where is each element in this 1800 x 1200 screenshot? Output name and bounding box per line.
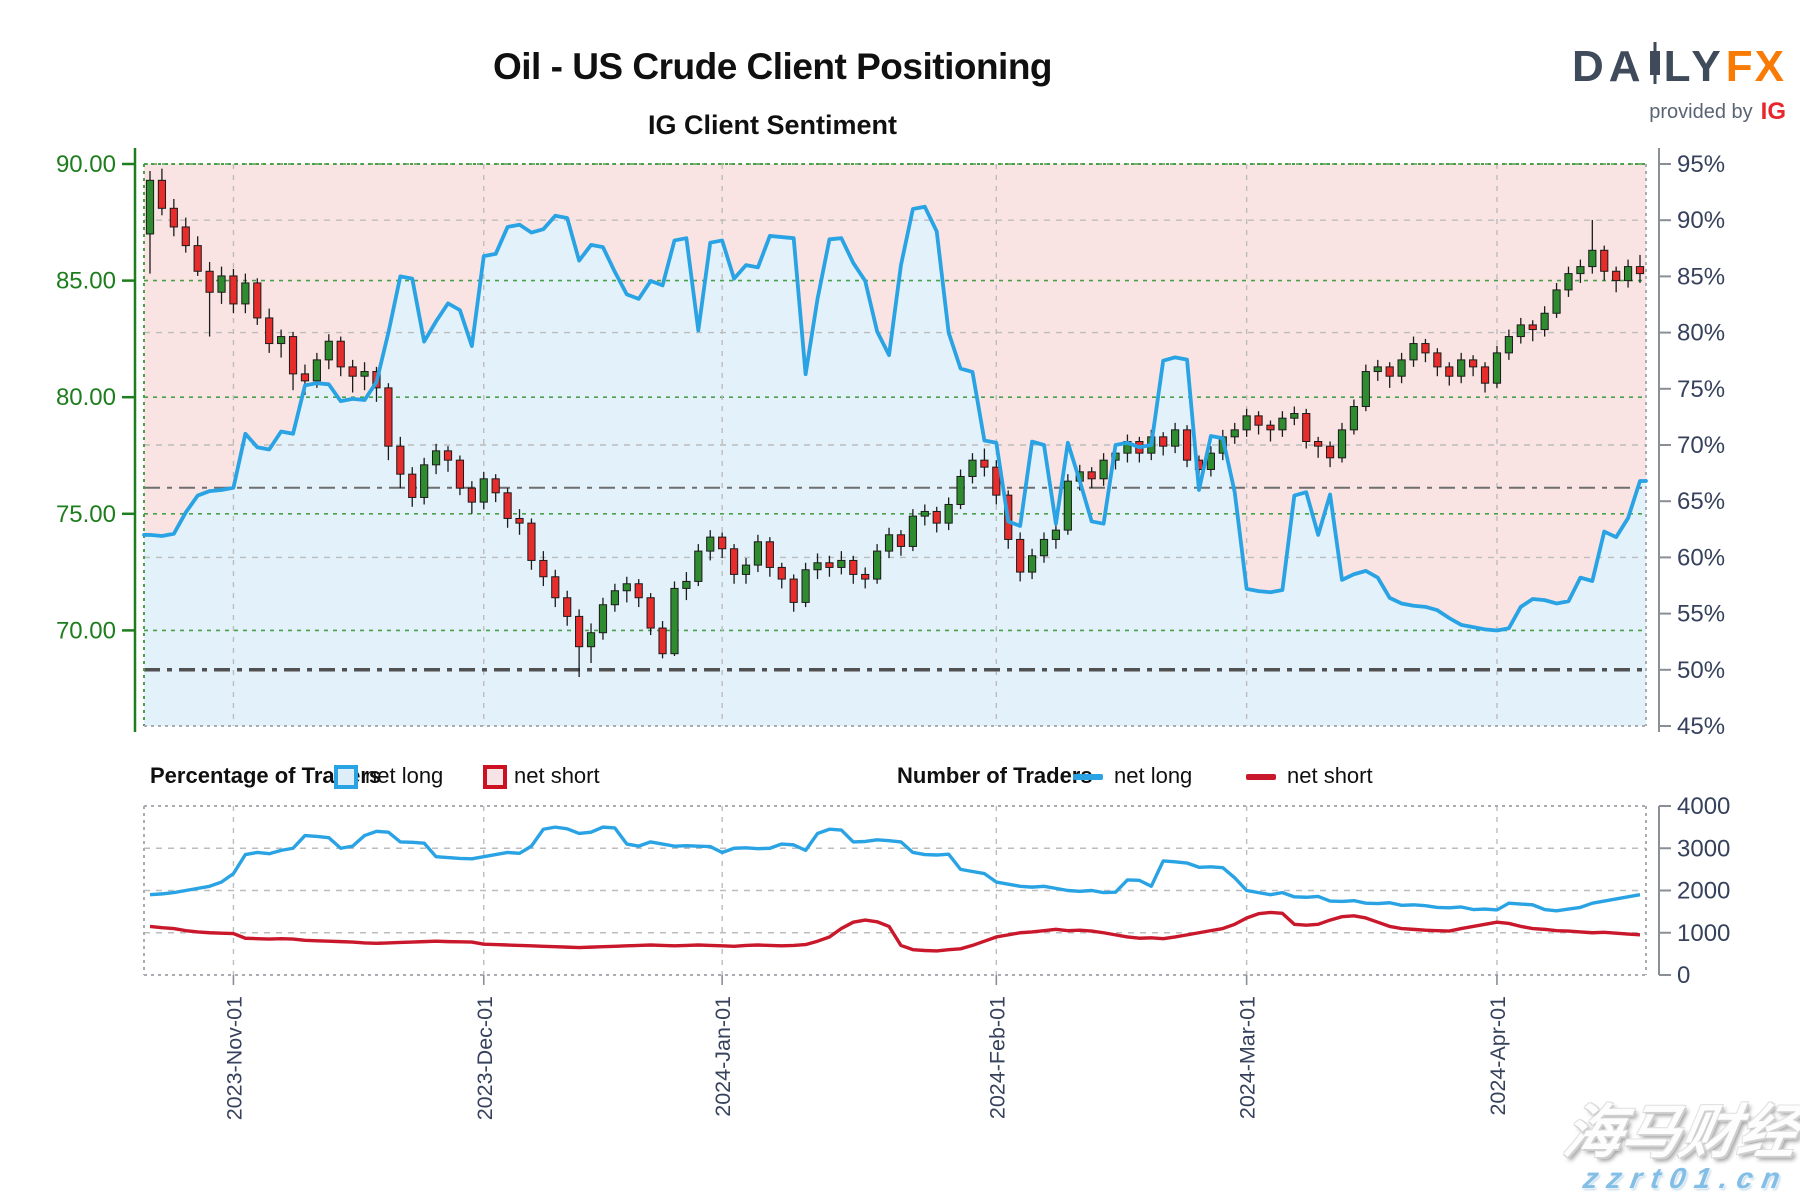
count-line-net-long [149, 825, 1641, 913]
svg-text:90.00: 90.00 [56, 151, 116, 178]
svg-text:0: 0 [1677, 962, 1690, 989]
price-candles [145, 168, 1645, 678]
watermark-url: zzrt01.cn [1580, 1162, 1792, 1195]
svg-text:2023-Nov-01: 2023-Nov-01 [222, 996, 246, 1120]
candlestick-icon [1649, 42, 1661, 92]
svg-text:3000: 3000 [1677, 835, 1730, 862]
gridlines [144, 163, 1646, 975]
svg-text:2023-Dec-01: 2023-Dec-01 [473, 996, 497, 1120]
logo-text-fx: FX [1725, 42, 1786, 91]
svg-text:85.00: 85.00 [56, 268, 116, 295]
axes: 90.00 85.00 80.00 75.00 70.00 95% 90% 85% 80% 75%… [56, 148, 1730, 989]
dailyfx-logo: DA LY FX provided by IG [1572, 42, 1786, 124]
watermark: 海马财经 zzrt01.cn [1554, 1099, 1800, 1195]
x-axis-labels: 2023-Nov-01 2023-Dec-01 2024-Jan-01 2024-Fe… [222, 975, 1510, 1120]
svg-text:1000: 1000 [1677, 920, 1730, 947]
svg-text:70.00: 70.00 [56, 617, 116, 644]
svg-text:60%: 60% [1677, 544, 1725, 571]
svg-text:75%: 75% [1677, 376, 1725, 403]
trader-count-lines [149, 825, 1641, 953]
svg-text:85%: 85% [1677, 263, 1725, 290]
svg-text:75.00: 75.00 [56, 501, 116, 528]
svg-text:65%: 65% [1677, 488, 1725, 515]
logo-text-ly: LY [1663, 42, 1726, 91]
svg-text:45%: 45% [1677, 713, 1725, 740]
watermark-brand: 海马财经 [1559, 1099, 1800, 1165]
dailyfx-wordmark: DA LY FX [1572, 42, 1786, 92]
svg-text:70%: 70% [1677, 432, 1725, 459]
svg-text:2024-Apr-01: 2024-Apr-01 [1486, 996, 1510, 1116]
provided-by-label: provided by [1649, 101, 1753, 123]
svg-text:2024-Mar-01: 2024-Mar-01 [1236, 996, 1260, 1119]
svg-text:95%: 95% [1677, 151, 1725, 178]
logo-text-da: DA [1572, 42, 1646, 91]
net-long-pct-line [142, 204, 1648, 633]
sentiment-line [142, 204, 1648, 633]
svg-text:80.00: 80.00 [56, 384, 116, 411]
svg-text:2024-Jan-01: 2024-Jan-01 [711, 996, 735, 1117]
svg-text:50%: 50% [1677, 657, 1725, 684]
svg-text:90%: 90% [1677, 207, 1725, 234]
svg-text:4000: 4000 [1677, 793, 1730, 820]
svg-text:2024-Feb-01: 2024-Feb-01 [985, 996, 1009, 1119]
sentiment-reference-lines [144, 486, 1646, 672]
ig-logo: IG [1760, 98, 1786, 125]
page-title: Oil - US Crude Client Positioning [492, 46, 1053, 87]
svg-text:2000: 2000 [1677, 878, 1730, 905]
svg-text:80%: 80% [1677, 320, 1725, 347]
svg-text:55%: 55% [1677, 601, 1725, 628]
plot-borders [143, 163, 1647, 976]
count-line-net-short [149, 910, 1641, 953]
chart-subtitle: IG Client Sentiment [647, 110, 898, 140]
